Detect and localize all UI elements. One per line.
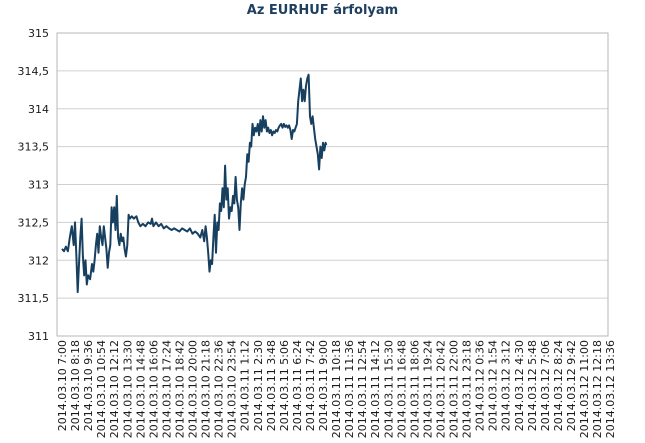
x-tick-label: 2014.03.12 9:42 (565, 340, 578, 431)
x-tick-label: 2014.03.10 10:54 (95, 340, 108, 438)
x-tick-label: 2014.03.11 5:06 (278, 340, 291, 431)
x-tick-label: 2014.03.11 2:30 (252, 340, 265, 431)
x-tick-label: 2014.03.11 7:42 (304, 340, 317, 431)
x-tick-label: 2014.03.12 5:48 (526, 340, 539, 431)
grid-lines (57, 32, 608, 337)
y-tick-label: 313 (28, 179, 49, 192)
x-tick-label: 2014.03.12 8:24 (552, 340, 565, 431)
x-tick-label: 2014.03.10 13:30 (121, 340, 134, 438)
x-tick-label: 2014.03.11 11:36 (343, 340, 356, 438)
series-line (61, 73, 328, 294)
x-tick-label: 2014.03.12 13:36 (604, 340, 617, 438)
y-tick-label: 312,5 (18, 216, 50, 229)
x-tick-label: 2014.03.10 9:36 (82, 340, 95, 431)
x-tick-label: 2014.03.11 18:06 (408, 340, 421, 438)
x-tick-label: 2014.03.11 10:18 (330, 340, 343, 438)
x-tick-label: 2014.03.10 22:36 (213, 340, 226, 438)
x-tick-label: 2014.03.11 20:42 (434, 340, 447, 438)
x-tick-label: 2014.03.10 16:06 (147, 340, 160, 438)
x-tick-label: 2014.03.11 15:30 (382, 340, 395, 438)
y-tick-label: 313,5 (18, 141, 50, 154)
x-tick-label: 2014.03.10 12:12 (108, 340, 121, 438)
x-tick-label: 2014.03.11 9:00 (317, 340, 330, 431)
y-axis-ticks: 315 314,5 314 313,5 313 312,5 312 311,5 311 (18, 27, 50, 343)
plot-area-frame (56, 32, 609, 337)
x-tick-label: 2014.03.12 1:54 (487, 340, 500, 431)
x-axis-ticks: 2014.03.10 7:00 2014.03.10 8:18 2014.03.10… (56, 340, 617, 438)
x-tick-label: 2014.03.10 17:24 (160, 340, 173, 438)
y-tick-label: 314,5 (18, 65, 50, 78)
y-tick-label: 311 (28, 330, 49, 343)
x-tick-label: 2014.03.10 20:00 (187, 340, 200, 438)
x-tick-label: 2014.03.10 21:18 (200, 340, 213, 438)
x-tick-label: 2014.03.10 18:42 (173, 340, 186, 438)
x-tick-label: 2014.03.12 7:06 (539, 340, 552, 431)
x-tick-label: 2014.03.11 3:48 (265, 340, 278, 431)
x-tick-label: 2014.03.11 1:12 (239, 340, 252, 431)
x-tick-label: 2014.03.12 12:18 (591, 340, 604, 438)
x-tick-label: 2014.03.11 14:12 (369, 340, 382, 438)
x-tick-label: 2014.03.10 8:18 (69, 340, 82, 431)
x-tick-label: 2014.03.10 14:48 (134, 340, 147, 438)
x-tick-label: 2014.03.12 4:30 (513, 340, 526, 431)
y-tick-label: 314 (28, 103, 49, 116)
x-tick-label: 2014.03.12 0:36 (474, 340, 487, 431)
y-tick-label: 315 (28, 27, 49, 40)
chart-title: Az EURHUF árfolyam (246, 3, 399, 18)
x-tick-label: 2014.03.10 23:54 (226, 340, 239, 438)
x-tick-label: 2014.03.11 22:00 (448, 340, 461, 438)
x-tick-label: 2014.03.10 7:00 (56, 340, 69, 431)
x-tick-label: 2014.03.11 6:24 (291, 340, 304, 431)
x-tick-label: 2014.03.12 11:00 (578, 340, 591, 438)
x-tick-label: 2014.03.11 12:54 (356, 340, 369, 438)
x-tick-label: 2014.03.11 23:18 (461, 340, 474, 438)
x-tick-label: 2014.03.12 3:12 (500, 340, 513, 431)
y-tick-label: 312 (28, 254, 49, 267)
x-tick-label: 2014.03.11 16:48 (395, 340, 408, 438)
y-tick-label: 311,5 (18, 292, 50, 305)
x-tick-label: 2014.03.11 19:24 (421, 340, 434, 438)
